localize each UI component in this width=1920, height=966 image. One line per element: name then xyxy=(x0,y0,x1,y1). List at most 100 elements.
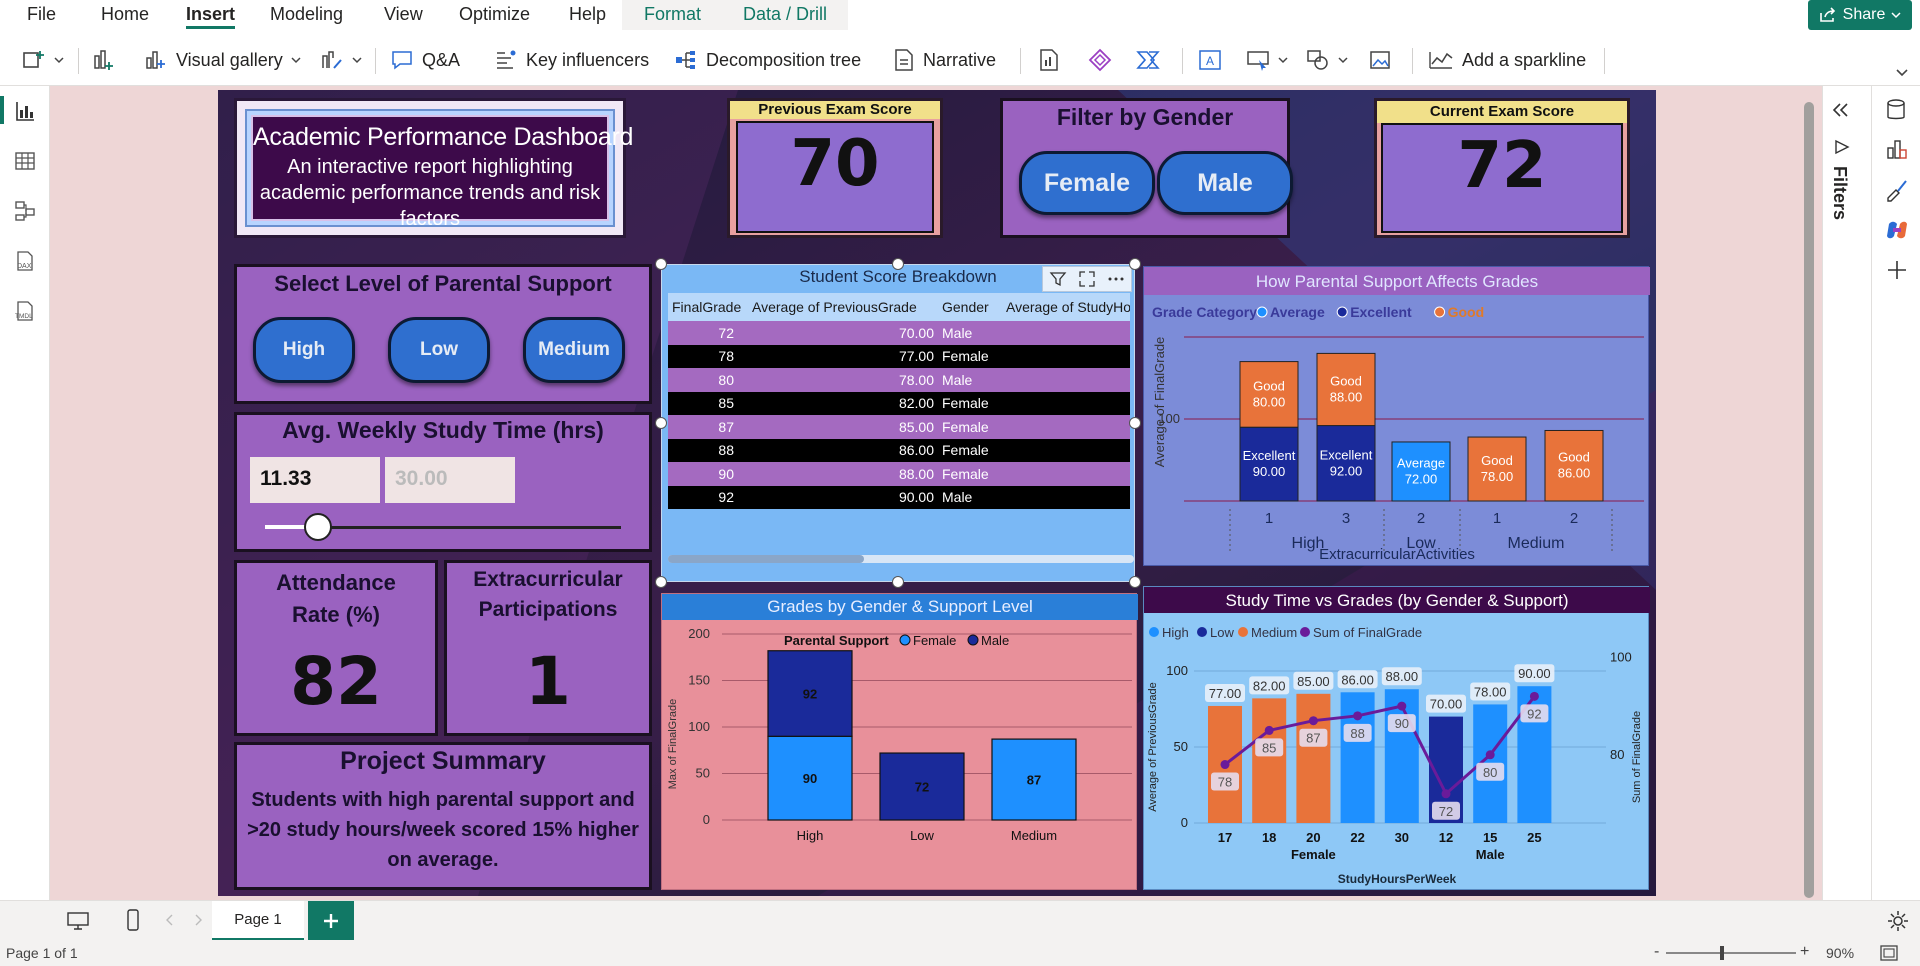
paginated-visual-button[interactable] xyxy=(320,44,362,76)
resize-handle[interactable] xyxy=(655,417,667,429)
table-row[interactable]: 87 85.00 Female xyxy=(668,415,1130,439)
menu-file[interactable]: File xyxy=(27,4,57,24)
zoom-in-button[interactable]: + xyxy=(1800,943,1810,960)
column-header[interactable]: Average of StudyHo xyxy=(1006,299,1130,315)
build-visual-button[interactable] xyxy=(92,44,116,76)
ribbon-collapse-button[interactable] xyxy=(1896,66,1908,80)
data-label-bg xyxy=(1343,723,1372,742)
resize-handle[interactable] xyxy=(1129,417,1141,429)
vertical-scrollbar[interactable] xyxy=(1804,102,1814,898)
column-header[interactable]: Gender xyxy=(942,299,989,315)
data-label-bg xyxy=(1387,714,1416,733)
table-cell: 82.00 xyxy=(898,395,934,412)
page-tab[interactable]: Page 1 xyxy=(212,901,304,941)
menu-optimize[interactable]: Optimize xyxy=(459,4,531,24)
zoom-slider-handle[interactable] xyxy=(1720,946,1724,960)
support-low-button[interactable]: Low xyxy=(388,317,490,383)
new-visual-icon xyxy=(23,51,44,68)
table-row[interactable]: 72 70.00 Male xyxy=(668,321,1130,345)
resize-handle[interactable] xyxy=(892,258,904,270)
format-pane-icon[interactable] xyxy=(1885,178,1909,202)
table-row[interactable]: 80 78.00 Male xyxy=(668,368,1130,392)
menu-data-drill[interactable]: Data / Drill xyxy=(743,4,828,24)
table-row[interactable]: 78 77.00 Female xyxy=(668,344,1130,368)
resize-handle[interactable] xyxy=(655,576,667,588)
table-row[interactable]: 90 88.00 Female xyxy=(668,462,1130,486)
add-pane-icon[interactable] xyxy=(1885,258,1909,282)
line-point xyxy=(1308,716,1318,726)
column-header[interactable]: Average of PreviousGrade xyxy=(752,299,917,315)
resize-handle[interactable] xyxy=(1129,258,1141,270)
add-page-button[interactable] xyxy=(308,901,354,941)
resize-handle[interactable] xyxy=(655,258,667,270)
resize-handle[interactable] xyxy=(892,576,904,588)
key-influencers-button[interactable]: Key influencers xyxy=(494,44,649,76)
visualizations-pane-icon[interactable] xyxy=(1885,138,1909,162)
gender-female-button[interactable]: Female xyxy=(1019,151,1155,215)
table-row[interactable]: 88 86.00 Female xyxy=(668,438,1130,462)
legend-swatch xyxy=(1256,306,1268,318)
gender-male-button[interactable]: Male xyxy=(1157,151,1293,215)
paginated-report-button[interactable] xyxy=(1038,44,1060,76)
previous-page-icon[interactable] xyxy=(166,914,174,926)
next-page-icon[interactable] xyxy=(194,914,202,926)
score-table-visual[interactable]: Student Score Breakdown FinalGrade Avera… xyxy=(661,264,1135,582)
qa-button[interactable]: Q&A xyxy=(390,44,460,76)
x-tick-label: 17 xyxy=(1218,830,1232,845)
menu-format[interactable]: Format xyxy=(644,4,702,24)
horizontal-scrollbar[interactable] xyxy=(668,555,1134,563)
column-header[interactable]: FinalGrade xyxy=(672,299,742,315)
study-time-slider-handle[interactable] xyxy=(304,513,333,541)
buttons-button[interactable] xyxy=(1246,44,1288,76)
dax-query-view-button[interactable]: DAX xyxy=(12,248,38,274)
bar-segment xyxy=(879,752,965,821)
new-visual-button[interactable] xyxy=(22,44,64,76)
fit-to-page-icon[interactable] xyxy=(1880,945,1898,961)
menu-view[interactable]: View xyxy=(384,4,423,24)
power-apps-button[interactable] xyxy=(1088,44,1112,76)
share-button[interactable]: Share xyxy=(1808,0,1912,30)
add-sparkline-button[interactable]: Add a sparkline xyxy=(1428,44,1586,76)
menu-modeling[interactable]: Modeling xyxy=(270,4,344,24)
zoom-slider[interactable] xyxy=(1666,952,1796,954)
focus-mode-icon[interactable] xyxy=(1078,270,1096,288)
table-row[interactable]: 92 90.00 Male xyxy=(668,485,1130,509)
narrative-button[interactable]: Narrative xyxy=(893,44,996,76)
tmdl-view-button[interactable]: TMDL xyxy=(12,298,38,324)
desktop-layout-icon[interactable] xyxy=(66,911,90,931)
copilot-icon[interactable] xyxy=(1885,218,1909,242)
x-group-label: Male xyxy=(1476,847,1505,862)
resize-handle[interactable] xyxy=(1129,576,1141,588)
image-button[interactable] xyxy=(1368,44,1392,76)
filter-icon[interactable] xyxy=(1049,270,1067,288)
data-label-bg xyxy=(1299,728,1328,747)
menu-home[interactable]: Home xyxy=(101,4,150,24)
study-time-max-input[interactable]: 30.00 xyxy=(385,457,515,503)
support-high-button[interactable]: High xyxy=(253,317,355,383)
table-view-button[interactable] xyxy=(12,148,38,174)
table-row[interactable]: 85 82.00 Female xyxy=(668,391,1130,415)
model-view-button[interactable] xyxy=(12,198,38,224)
settings-icon[interactable] xyxy=(1886,909,1910,933)
study-time-chart[interactable]: Study Time vs Grades (by Gender & Suppor… xyxy=(1143,586,1650,890)
parental-support-chart[interactable]: How Parental Support Affects Grades Grade… xyxy=(1143,266,1650,566)
data-pane-icon[interactable] xyxy=(1885,98,1907,122)
more-options-icon[interactable] xyxy=(1107,270,1125,288)
gender-support-chart[interactable]: Grades by Gender & Support Level Parental… xyxy=(661,593,1138,890)
shapes-button[interactable] xyxy=(1306,44,1348,76)
report-view-button[interactable] xyxy=(12,98,38,124)
zoom-out-button[interactable]: - xyxy=(1654,943,1660,960)
collapse-pane-icon[interactable] xyxy=(1831,102,1851,118)
menu-insert[interactable]: Insert xyxy=(186,4,236,29)
table-cell: 78 xyxy=(718,348,734,365)
filters-pane-label[interactable]: Filters xyxy=(1830,166,1850,221)
power-automate-button[interactable] xyxy=(1136,44,1162,76)
visual-gallery-button[interactable]: Visual gallery xyxy=(144,44,301,76)
menu-help[interactable]: Help xyxy=(569,4,607,24)
text-box-button[interactable]: A xyxy=(1198,44,1222,76)
decomposition-tree-button[interactable]: Decomposition tree xyxy=(674,44,861,76)
mobile-layout-icon[interactable] xyxy=(126,909,140,931)
support-medium-button[interactable]: Medium xyxy=(523,317,625,383)
score-table-title: Student Score Breakdown xyxy=(799,267,997,286)
study-time-min-input[interactable]: 11.33 xyxy=(250,457,380,503)
